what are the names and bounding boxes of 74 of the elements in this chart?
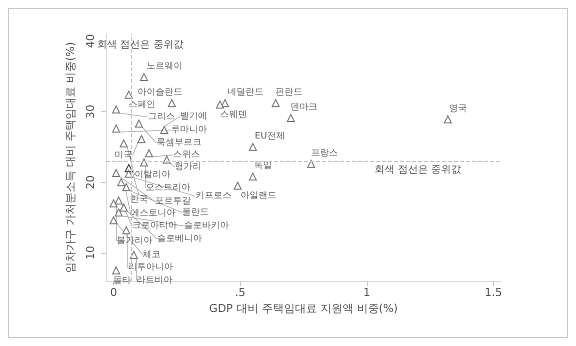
point (122, 183, 130, 192)
point (110, 216, 118, 224)
point (120, 139, 128, 148)
point (117, 178, 126, 186)
text: 체코 (142, 250, 161, 260)
point (168, 99, 176, 108)
text: 폴란드 (182, 208, 210, 218)
text: 키프로스 (195, 191, 232, 202)
point (112, 169, 120, 178)
series-label: EU전체 (254, 131, 286, 142)
point (248, 172, 257, 181)
y-tick-label: 30 (84, 104, 97, 119)
text: 슬로베니아 (157, 234, 202, 244)
series-label: 벨기에 (180, 111, 208, 122)
point (140, 73, 148, 82)
point (234, 182, 242, 190)
series-label: 영국 (448, 104, 467, 114)
x-tick-label: 1.5 (484, 286, 502, 299)
y-tick-label: 40 (84, 34, 97, 48)
ref-line-label: 회색 점선은 중위값 (96, 40, 184, 50)
x-tick-label: 0 (110, 286, 118, 299)
point (122, 226, 130, 234)
series-label: 라트비아 (136, 275, 173, 286)
series-label: 스웨덴 (220, 110, 247, 120)
text: 크로아티아 (132, 221, 178, 232)
text: 리투아니아 (128, 262, 173, 273)
series-label: 프랑스 (310, 148, 338, 158)
point (112, 266, 120, 274)
series-label: 스페인 (128, 100, 156, 110)
point (112, 106, 120, 114)
text: 루마니아 (170, 125, 207, 136)
point (286, 114, 295, 122)
point (145, 149, 154, 158)
point (444, 115, 452, 124)
text: 한국 (130, 194, 148, 205)
point (134, 120, 143, 128)
point (124, 170, 133, 178)
x-tick-label: .5 (234, 286, 246, 299)
text: 스위스 (172, 150, 200, 160)
text: 에스토니아 (130, 208, 176, 219)
point (114, 208, 123, 217)
point (114, 196, 123, 205)
y-tick-label: 10 (84, 246, 97, 260)
series-label: 몰타 (113, 276, 132, 286)
point (124, 90, 133, 99)
text: 슬로바키아 (184, 221, 230, 232)
text: 그리스 (148, 112, 176, 122)
series-label: 핀란드 (276, 88, 303, 98)
series-label: 룩셈부르크 (156, 138, 202, 148)
y-axis-title: 임차가구 가처분소득 대비 주택임대료 비중(%) (64, 42, 77, 274)
point (307, 160, 316, 168)
series-label: 네덜란드 (228, 88, 264, 98)
series-label: 미국 (114, 150, 133, 161)
series-label: 아일랜드 (240, 191, 276, 202)
x-tick-label: 1 (363, 286, 370, 299)
point (120, 204, 128, 212)
point (221, 99, 230, 108)
point (248, 142, 257, 151)
point (216, 100, 224, 109)
series-label: 헝가리 (174, 162, 202, 172)
point (160, 126, 168, 134)
ref-line-label: 회색 점선은 중위값 (374, 164, 461, 176)
point (130, 250, 138, 259)
point (112, 124, 120, 133)
series-label: 아이슬란드 (137, 88, 182, 98)
y-tick-label: 20 (84, 175, 97, 190)
x-axis-title: GDP 대비 주택임대료 지원액 비중(%) (209, 302, 398, 315)
point (137, 135, 146, 144)
point (272, 99, 280, 108)
series-label: 노르웨이 (146, 62, 183, 72)
series-label: 덴마크 (290, 102, 318, 112)
text: 포르투갈 (154, 196, 191, 207)
text: 이탈리아 (134, 170, 170, 180)
point (110, 199, 118, 208)
